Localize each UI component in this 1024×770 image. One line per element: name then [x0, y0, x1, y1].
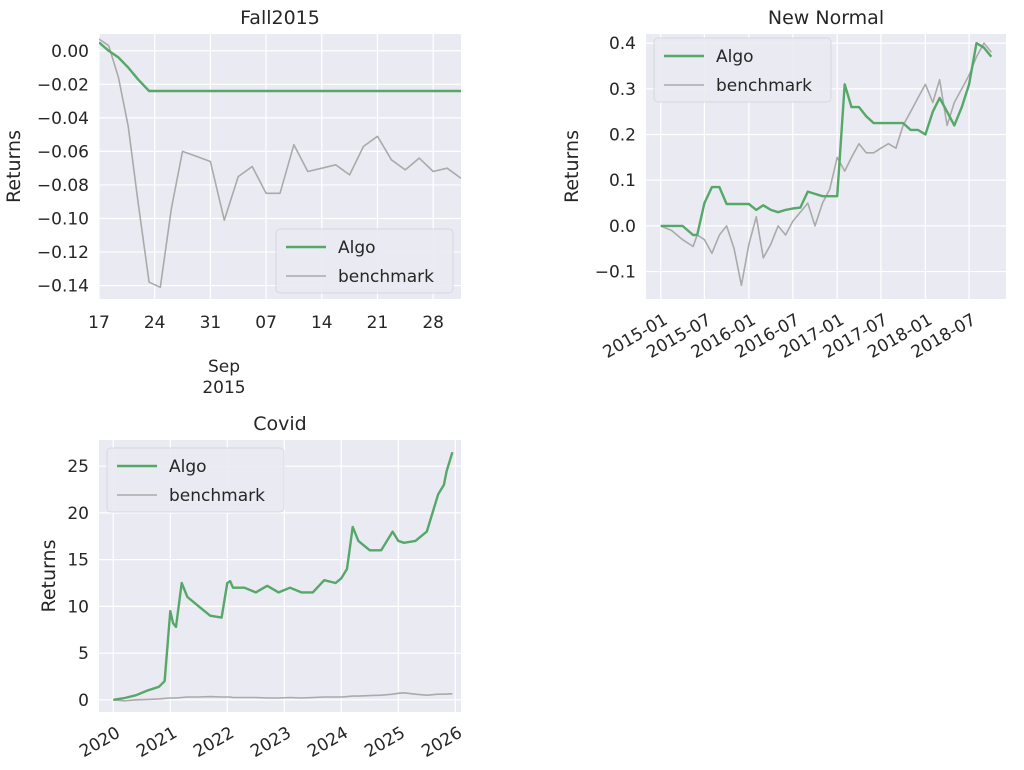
y-axis-label: Returns	[561, 130, 583, 203]
y-tick-label: −0.14	[37, 277, 89, 297]
x-month-label: Sep	[208, 357, 240, 377]
y-tick-label: 0.00	[51, 42, 89, 62]
legend: Algo benchmark	[275, 228, 454, 294]
series-line-benchmark	[660, 42, 992, 287]
y-tick-label: 15	[67, 551, 89, 571]
series-line-benchmark	[99, 38, 461, 289]
x-tick-label: 21	[367, 313, 389, 333]
legend-label: benchmark	[716, 76, 812, 96]
series-line-Algo	[99, 41, 461, 93]
legend-box	[653, 37, 832, 103]
legend: Algo benchmark	[106, 447, 285, 513]
y-axis-label: Returns	[3, 130, 25, 203]
subplot-1: 0.00 −0.02 −0.04 −0.06 −0.08 −0.10 −0.12 −0.14 1…	[3, 7, 461, 398]
y-tick-label: −0.08	[37, 176, 89, 196]
x-tick-label: 28	[422, 313, 444, 333]
legend: Algo benchmark	[653, 37, 832, 103]
y-tick-label: 0.0	[609, 217, 636, 237]
x-tick-label: 2026	[418, 723, 465, 762]
y-tick-label: −0.10	[37, 209, 89, 229]
chart-title: Covid	[253, 413, 306, 435]
y-axis-label: Returns	[38, 540, 60, 613]
x-tick-label: 2023	[247, 723, 294, 762]
series-line-Algo	[660, 41, 993, 237]
x-tick-label: 07	[255, 313, 277, 333]
x-tick-label: 2024	[304, 723, 351, 762]
x-tick-label: 2022	[190, 723, 237, 762]
x-tick-label: 2021	[133, 723, 180, 762]
y-tick-label: −0.12	[37, 243, 89, 263]
x-year-label: 2015	[202, 378, 245, 398]
y-tick-label: 10	[67, 597, 89, 617]
x-tick-label: 14	[311, 313, 333, 333]
y-tick-label: −0.04	[37, 109, 89, 129]
chart-title: New Normal	[768, 7, 884, 29]
legend-label: Algo	[169, 457, 207, 477]
x-tick-label: 24	[144, 313, 166, 333]
y-tick-label: 20	[67, 504, 89, 524]
y-tick-label: 0	[78, 691, 89, 711]
y-tick-label: 5	[78, 644, 89, 664]
y-tick-label: −0.02	[37, 75, 89, 95]
series-line-benchmark	[113, 691, 453, 702]
legend-label: benchmark	[169, 486, 265, 506]
legend-box	[275, 228, 454, 294]
y-tick-label: −0.06	[37, 142, 89, 162]
y-tick-label: 0.2	[609, 126, 636, 146]
y-tick-label: 0.3	[609, 80, 636, 100]
y-tick-label: 0.4	[609, 34, 636, 54]
chart-title: Fall2015	[240, 7, 320, 29]
legend-box	[106, 447, 285, 513]
y-tick-label: 0.1	[609, 171, 636, 191]
x-tick-label: 2020	[76, 723, 123, 762]
x-tick-label: 31	[200, 313, 222, 333]
series-line-Algo	[113, 451, 454, 701]
legend-label: Algo	[716, 47, 754, 67]
legend-label: Algo	[338, 238, 376, 258]
legend-label: benchmark	[338, 267, 434, 287]
subplot-2: −0.10.00.10.20.30.42015-012015-072016-01…	[561, 7, 1006, 363]
x-tick-label: 2025	[361, 723, 408, 762]
y-tick-label: 25	[67, 457, 89, 477]
y-tick-label: −0.1	[595, 263, 636, 283]
x-tick-label: 17	[88, 313, 110, 333]
